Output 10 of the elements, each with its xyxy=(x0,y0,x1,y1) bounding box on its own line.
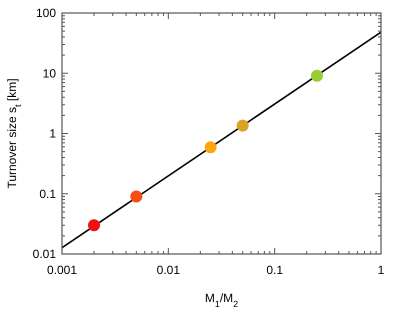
y-tick-label: 1 xyxy=(49,126,56,140)
y-tick-label: 100 xyxy=(36,6,56,20)
x-tick-label: 1 xyxy=(378,263,385,277)
x-tick-label: 0.01 xyxy=(156,263,180,277)
y-tick-label: 0.01 xyxy=(32,247,56,261)
x-axis-title: M$_{1}$/M$_{2}$ xyxy=(204,291,238,309)
y-tick-label: 10 xyxy=(42,66,56,80)
y-tick-label: 0.1 xyxy=(39,186,56,201)
x-tick-label: 0.1 xyxy=(266,263,284,277)
x-tick-label: 0.001 xyxy=(46,263,78,277)
